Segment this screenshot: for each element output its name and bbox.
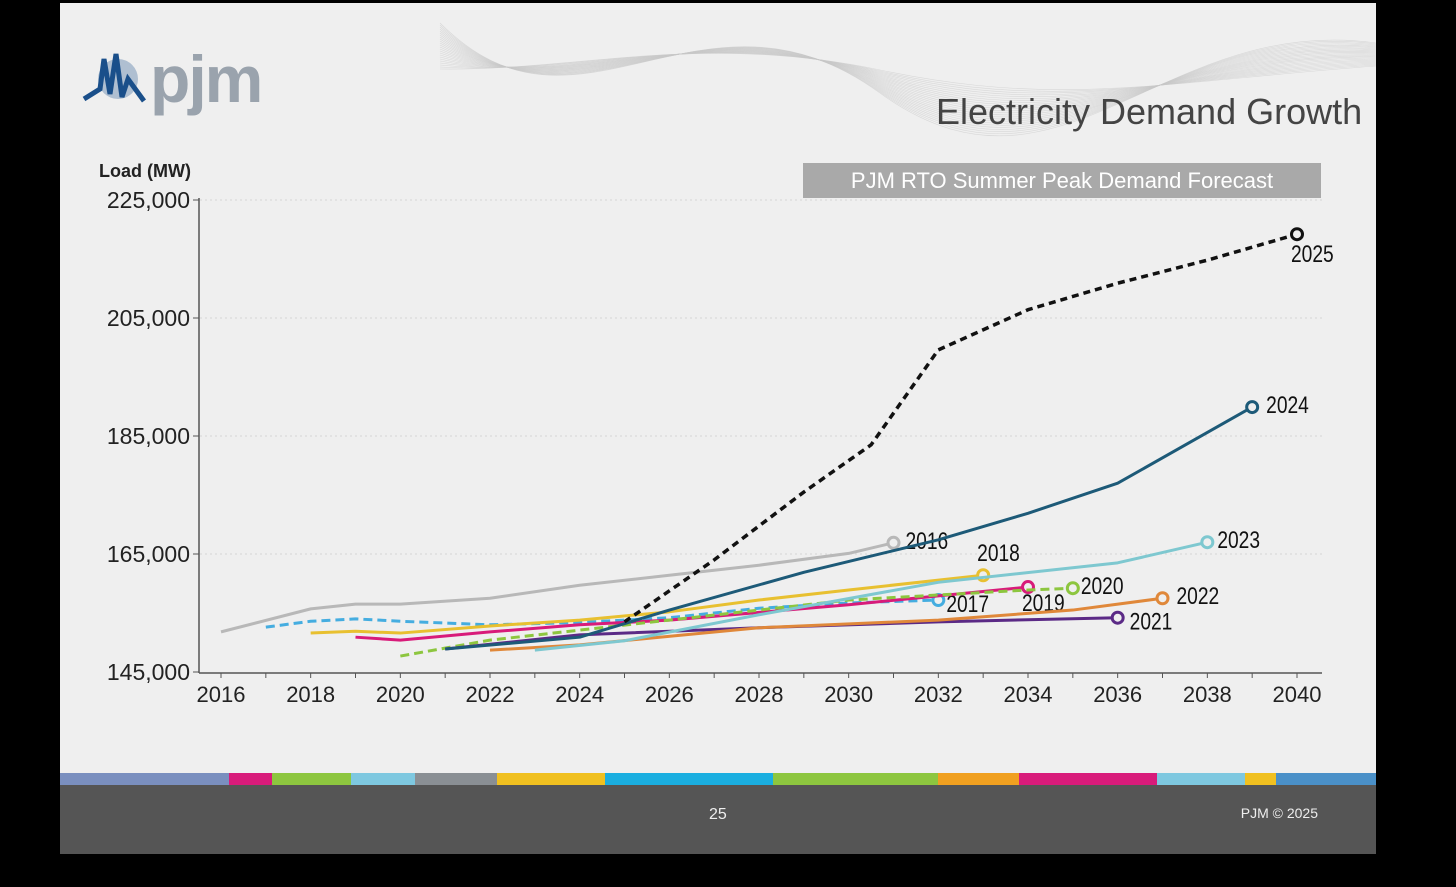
- strip-segment: [60, 773, 229, 785]
- series-endpoint-2025: [1290, 227, 1304, 242]
- series-line-2024: [445, 405, 1253, 651]
- decorative-waves: [439, 22, 1376, 137]
- slide-title: Electricity Demand Growth: [936, 91, 1363, 132]
- wave-line: [439, 36, 1376, 122]
- strip-segment: [938, 773, 1019, 785]
- wave-line: [439, 52, 1376, 94]
- wave-line: [439, 53, 1376, 90]
- strip-segment: [497, 773, 605, 785]
- strip-segment: [1276, 773, 1376, 785]
- series-label-2025: 2025: [1291, 240, 1334, 268]
- wave-line: [439, 50, 1376, 105]
- wave-line: [439, 52, 1376, 96]
- wave-line: [439, 40, 1376, 118]
- y-tick-label: 145,000: [107, 659, 190, 685]
- wave-line: [439, 22, 1376, 137]
- wave-line: [439, 51, 1376, 101]
- series-line-2023: [534, 540, 1208, 652]
- series-label-2020: 2020: [1081, 572, 1124, 600]
- wave-line: [439, 51, 1376, 103]
- series-endpoint-2021: [1110, 610, 1125, 625]
- x-tick-label: 2038: [1183, 682, 1232, 707]
- x-tick-label: 2040: [1273, 682, 1322, 707]
- strip-segment: [415, 773, 497, 785]
- x-tick-label: 2026: [645, 682, 694, 707]
- wave-line: [439, 51, 1376, 99]
- series-line-2025: [623, 232, 1298, 624]
- x-tick-label: 2020: [376, 682, 425, 707]
- wave-line: [439, 32, 1376, 126]
- x-tick-label: 2032: [914, 682, 963, 707]
- series-line-2018: [310, 573, 984, 635]
- series-line-2016: [220, 541, 894, 634]
- series-label-2023: 2023: [1217, 526, 1260, 554]
- series-endpoint-2022: [1155, 591, 1170, 606]
- wave-line: [439, 52, 1376, 98]
- y-tick-label: 225,000: [107, 187, 190, 213]
- strip-segment: [1157, 773, 1245, 785]
- chart-title: PJM RTO Summer Peak Demand Forecast: [803, 163, 1321, 198]
- wave-line: [439, 26, 1376, 132]
- series-label-2022: 2022: [1177, 582, 1220, 610]
- series-line-2020: [400, 586, 1073, 658]
- series-label-2021: 2021: [1130, 608, 1173, 636]
- series-label-2024: 2024: [1266, 391, 1309, 419]
- strip-segment: [229, 773, 272, 785]
- slide: pjm Electricity Demand Growth PJM RTO Su…: [60, 3, 1376, 854]
- strip-segment: [351, 773, 415, 785]
- x-tick-label: 2022: [466, 682, 515, 707]
- y-tick-label: 165,000: [107, 541, 190, 567]
- logo-text: pjm: [150, 42, 263, 116]
- x-tick-label: 2028: [735, 682, 784, 707]
- line-chart: Load (MW) 145,000 165,000 185,000 205,000 225…: [99, 161, 1334, 707]
- series-endpoint-2024: [1245, 400, 1260, 415]
- x-tick-label: 2034: [1004, 682, 1053, 707]
- copyright: PJM © 2025: [1240, 805, 1318, 821]
- x-tick-label: 2016: [197, 682, 246, 707]
- color-strip: [60, 773, 1376, 785]
- wave-line: [439, 46, 1376, 111]
- wave-line: [439, 30, 1376, 128]
- strip-segment: [1245, 773, 1276, 785]
- wave-line: [439, 38, 1376, 120]
- x-tick-label: 2024: [555, 682, 604, 707]
- y-axis-label: Load (MW): [99, 161, 191, 181]
- wave-line: [439, 24, 1376, 134]
- wave-line: [439, 28, 1376, 130]
- series-endpoint-2023: [1200, 535, 1215, 550]
- wave-line: [439, 52, 1376, 92]
- wave-line: [439, 48, 1376, 109]
- series-endpoint-2016: [886, 535, 901, 550]
- series-line-2019: [355, 585, 1029, 642]
- wave-line: [439, 50, 1376, 107]
- series-endpoint-2020: [1065, 581, 1080, 596]
- x-tick-label: 2018: [286, 682, 335, 707]
- wave-line: [439, 42, 1376, 116]
- wave-line: [439, 34, 1376, 124]
- y-tick-label: 205,000: [107, 305, 190, 331]
- x-tick-label: 2030: [824, 682, 873, 707]
- strip-segment: [272, 773, 351, 785]
- footer: 25 PJM © 2025: [60, 785, 1376, 854]
- strip-segment: [1019, 773, 1157, 785]
- y-tick-label: 185,000: [107, 423, 190, 449]
- series-label-2018: 2018: [977, 539, 1020, 567]
- wave-line: [439, 44, 1376, 114]
- series-label-2016: 2016: [906, 527, 949, 555]
- logo-mark-icon: [82, 53, 146, 103]
- page-number: 25: [709, 806, 727, 823]
- x-tick-label: 2036: [1093, 682, 1142, 707]
- pjm-logo: pjm: [82, 41, 263, 117]
- strip-segment: [605, 773, 773, 785]
- strip-segment: [773, 773, 938, 785]
